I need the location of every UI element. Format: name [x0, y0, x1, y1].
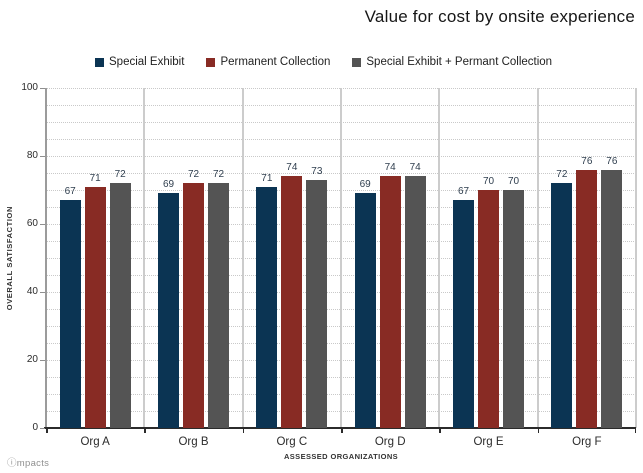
legend-item: Permanent Collection	[206, 56, 330, 68]
x-axis-line	[44, 427, 636, 429]
bar-value-label: 67	[457, 186, 470, 198]
chart-title: Value for cost by onsite experience	[364, 7, 635, 26]
y-axis-tick	[40, 291, 45, 293]
y-axis-tick	[40, 155, 45, 157]
bar-org-c-s1	[256, 186, 278, 428]
category-separator	[438, 88, 441, 428]
category-label: Org F	[572, 436, 602, 448]
bar-org-d-s2	[379, 176, 401, 428]
bar-org-e-s3	[503, 190, 524, 428]
y-axis-title-text: OVERALL SATISFACTION	[5, 205, 14, 311]
x-axis-title: ASSESSED ORGANIZATIONS	[283, 452, 399, 461]
legend: Special Exhibit Permanent Collection Speci…	[95, 56, 552, 68]
bar-org-d-s1	[354, 193, 376, 428]
category-label: Org B	[178, 436, 209, 448]
y-axis-tick	[40, 427, 45, 429]
bar-value-label: 71	[261, 172, 273, 184]
y-axis-tick	[40, 359, 45, 361]
bar-value-label: 70	[482, 176, 495, 187]
y-tick-label: 80	[26, 150, 38, 161]
x-axis-tick	[144, 428, 146, 433]
category-separator	[143, 88, 146, 428]
bar-org-a-s1	[59, 200, 81, 428]
legend-swatch	[352, 57, 362, 67]
category-separator	[536, 88, 539, 428]
bar-value-label: 76	[606, 155, 618, 167]
x-axis-tick	[46, 428, 48, 433]
y-tick-label: 20	[26, 354, 38, 365]
bar-value-label: 72	[187, 169, 200, 181]
y-tick-label: 40	[26, 286, 38, 297]
category-label: Org D	[374, 436, 406, 448]
bar-org-f-s3	[601, 169, 623, 428]
legend-swatch	[95, 57, 104, 67]
impacts-watermark: ⓘmpacts	[7, 458, 50, 469]
bar-value-label: 71	[89, 172, 101, 184]
y-axis-tick	[40, 87, 45, 89]
bar-org-b-s3	[208, 183, 229, 428]
y-axis-line	[45, 88, 47, 428]
bar-value-label: 73	[311, 165, 323, 177]
bar-value-label: 74	[409, 162, 421, 174]
legend-swatch	[206, 57, 216, 67]
legend-item: Special Exhibit + Permant Collection	[352, 56, 552, 68]
x-axis-tick	[439, 428, 441, 433]
category-separator	[241, 88, 244, 428]
bar-value-label: 74	[286, 162, 298, 174]
y-axis-title: OVERALL SATISFACTION	[5, 88, 14, 428]
legend-label: Permanent Collection	[220, 56, 331, 68]
bar-org-f-s2	[576, 169, 598, 428]
legend-label: Special Exhibit + Permant Collection	[366, 56, 553, 68]
bar-value-label: 69	[359, 179, 371, 191]
category-separator	[340, 88, 342, 428]
bar-value-label: 76	[581, 155, 593, 167]
bar-org-f-s1	[551, 183, 573, 428]
x-axis-tick	[537, 428, 540, 433]
plot-area: 0 20 40 60 80 100 67 71 72 Org A 69 72 72 Org B 71 74 73…	[21, 83, 637, 448]
category-label: Org E	[473, 436, 504, 448]
x-axis-tick	[341, 428, 343, 433]
bar-org-c-s3	[306, 179, 328, 428]
category-separator	[635, 88, 637, 428]
bar-value-label: 72	[556, 169, 568, 181]
bar-value-label: 69	[162, 179, 175, 191]
bar-value-label: 67	[64, 186, 76, 198]
bar-value-label: 72	[114, 169, 126, 181]
bar-org-b-s2	[183, 183, 204, 428]
y-tick-label: 100	[21, 82, 38, 93]
bar-org-c-s2	[281, 176, 303, 428]
bar-org-a-s3	[109, 183, 131, 428]
legend-label: Special Exhibit	[109, 56, 185, 68]
legend-item: Special Exhibit	[95, 56, 184, 68]
bar-org-e-s1	[453, 200, 474, 428]
y-tick-label: 0	[32, 422, 38, 433]
bar-org-a-s2	[84, 186, 106, 428]
bar-value-label: 70	[507, 176, 520, 187]
bar-org-b-s1	[158, 193, 179, 428]
bar-org-d-s3	[404, 176, 426, 428]
bar-org-e-s2	[478, 190, 499, 428]
category-label: Org C	[276, 436, 308, 448]
category-label: Org A	[80, 436, 110, 448]
y-tick-label: 60	[26, 218, 38, 229]
bar-value-label: 74	[384, 162, 396, 174]
y-axis-tick	[40, 223, 45, 225]
x-axis-tick	[242, 428, 245, 433]
x-axis-tick	[634, 428, 636, 433]
bar-value-label: 72	[212, 169, 225, 181]
